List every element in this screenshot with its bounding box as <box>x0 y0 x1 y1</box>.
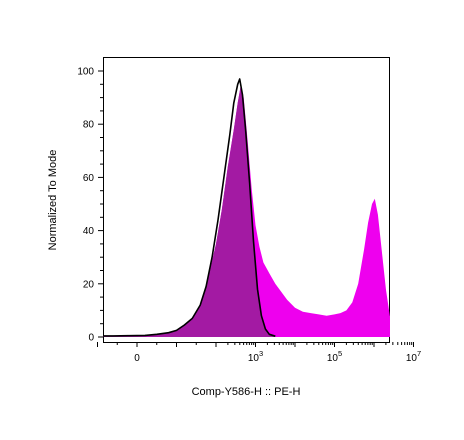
x-axis-title: Comp-Y586-H :: PE-H <box>192 386 301 398</box>
x-tick-label: 105 <box>327 349 342 364</box>
y-tick-label: 20 <box>83 279 95 290</box>
x-axis: 0 103 105 107 <box>97 342 421 364</box>
x-tick-label: 0 <box>134 353 140 364</box>
y-tick-label: 40 <box>83 226 95 237</box>
x-tick-label: 107 <box>406 349 421 364</box>
series-layer <box>103 78 390 337</box>
y-tick-label: 100 <box>77 67 94 78</box>
y-tick-label: 0 <box>88 333 94 344</box>
series-control-line <box>103 78 276 337</box>
y-axis: 0 20 40 60 80 100 <box>77 67 103 344</box>
y-axis-title: Normalized To Mode <box>47 150 59 251</box>
y-tick-label: 80 <box>83 120 95 131</box>
series-overlap-region <box>103 87 276 337</box>
x-tick-label: 103 <box>248 349 263 364</box>
y-tick-label: 60 <box>83 173 95 184</box>
